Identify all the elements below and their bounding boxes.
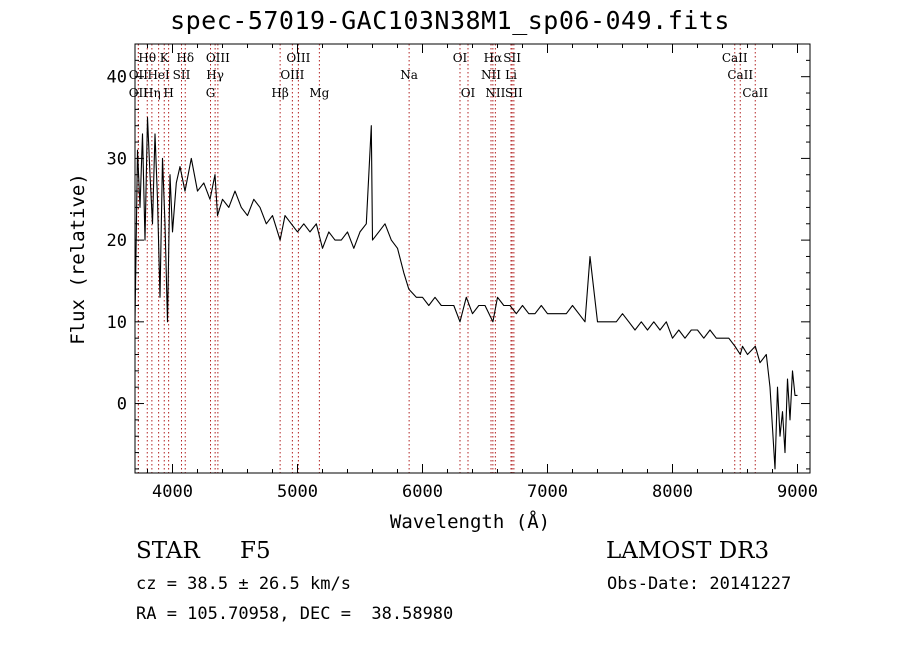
spectral-line-label: OI: [461, 86, 476, 100]
spectral-line-label: Hγ: [206, 68, 224, 82]
y-tick-label: 0: [117, 395, 127, 415]
y-tick-label: 20: [107, 231, 127, 251]
x-tick-label: 8000: [652, 482, 693, 502]
spectral-line-label: Na: [400, 68, 418, 82]
spectral-line-label: CaII: [722, 51, 748, 65]
spectral-line-label: G: [206, 86, 216, 100]
y-axis-label: Flux (relative): [67, 173, 89, 345]
x-tick-label: 7000: [527, 482, 568, 502]
x-tick-label: 6000: [402, 482, 443, 502]
spectral-line-label: Hη: [143, 86, 161, 100]
spectral-line-label: CaII: [727, 68, 753, 82]
spectral-line-label: OII: [129, 68, 149, 82]
observation-date: Obs-Date: 20141227: [607, 574, 792, 594]
x-tick-label: 9000: [777, 482, 818, 502]
spectral-line-label: Mg: [309, 86, 329, 100]
spectral-line-label: OIII: [206, 51, 230, 65]
spectral-line-label: Hθ: [138, 51, 156, 65]
survey-name: LAMOST DR3: [606, 538, 770, 564]
plot-frame: [134, 43, 811, 474]
object-class: STAR: [136, 538, 200, 564]
spectral-line-label: SII: [173, 68, 191, 82]
object-subclass: F5: [240, 538, 271, 564]
spectral-line-label: NII: [485, 86, 505, 100]
spectral-line-label: Hδ: [176, 51, 194, 65]
spectral-line-label: OII: [129, 86, 149, 100]
spectral-line-label: Hβ: [271, 86, 288, 100]
x-axis-label: Wavelength (Å): [390, 510, 550, 533]
spectral-line-label: SII: [505, 86, 523, 100]
spectral-line-label: OIII: [286, 51, 310, 65]
spectral-line-label: CaII: [742, 86, 768, 100]
spectrum-line: [134, 116, 798, 470]
x-tick-label: 4000: [152, 482, 193, 502]
spectral-line-label: NII: [481, 68, 501, 82]
spectral-line-label: SII: [503, 51, 521, 65]
y-tick-label: 40: [107, 68, 127, 88]
spectral-line-label: OI: [453, 51, 468, 65]
coordinates: RA = 105.70958, DEC = 38.58980: [136, 604, 454, 624]
redshift-velocity: cz = 38.5 ± 26.5 km/s: [136, 574, 351, 594]
y-tick-label: 30: [107, 149, 127, 169]
spectral-line-label: Li: [505, 68, 517, 82]
chart-title: spec-57019-GAC103N38M1_sp06-049.fits: [170, 6, 730, 35]
spectral-line-label: OIII: [280, 68, 304, 82]
spectral-line-label: K: [160, 51, 170, 65]
spectral-line-label: HeI: [147, 68, 170, 82]
y-tick-label: 10: [107, 313, 127, 333]
spectral-line-label: Hα: [484, 51, 503, 65]
spectral-line-label: H: [163, 86, 173, 100]
x-tick-label: 5000: [277, 482, 318, 502]
